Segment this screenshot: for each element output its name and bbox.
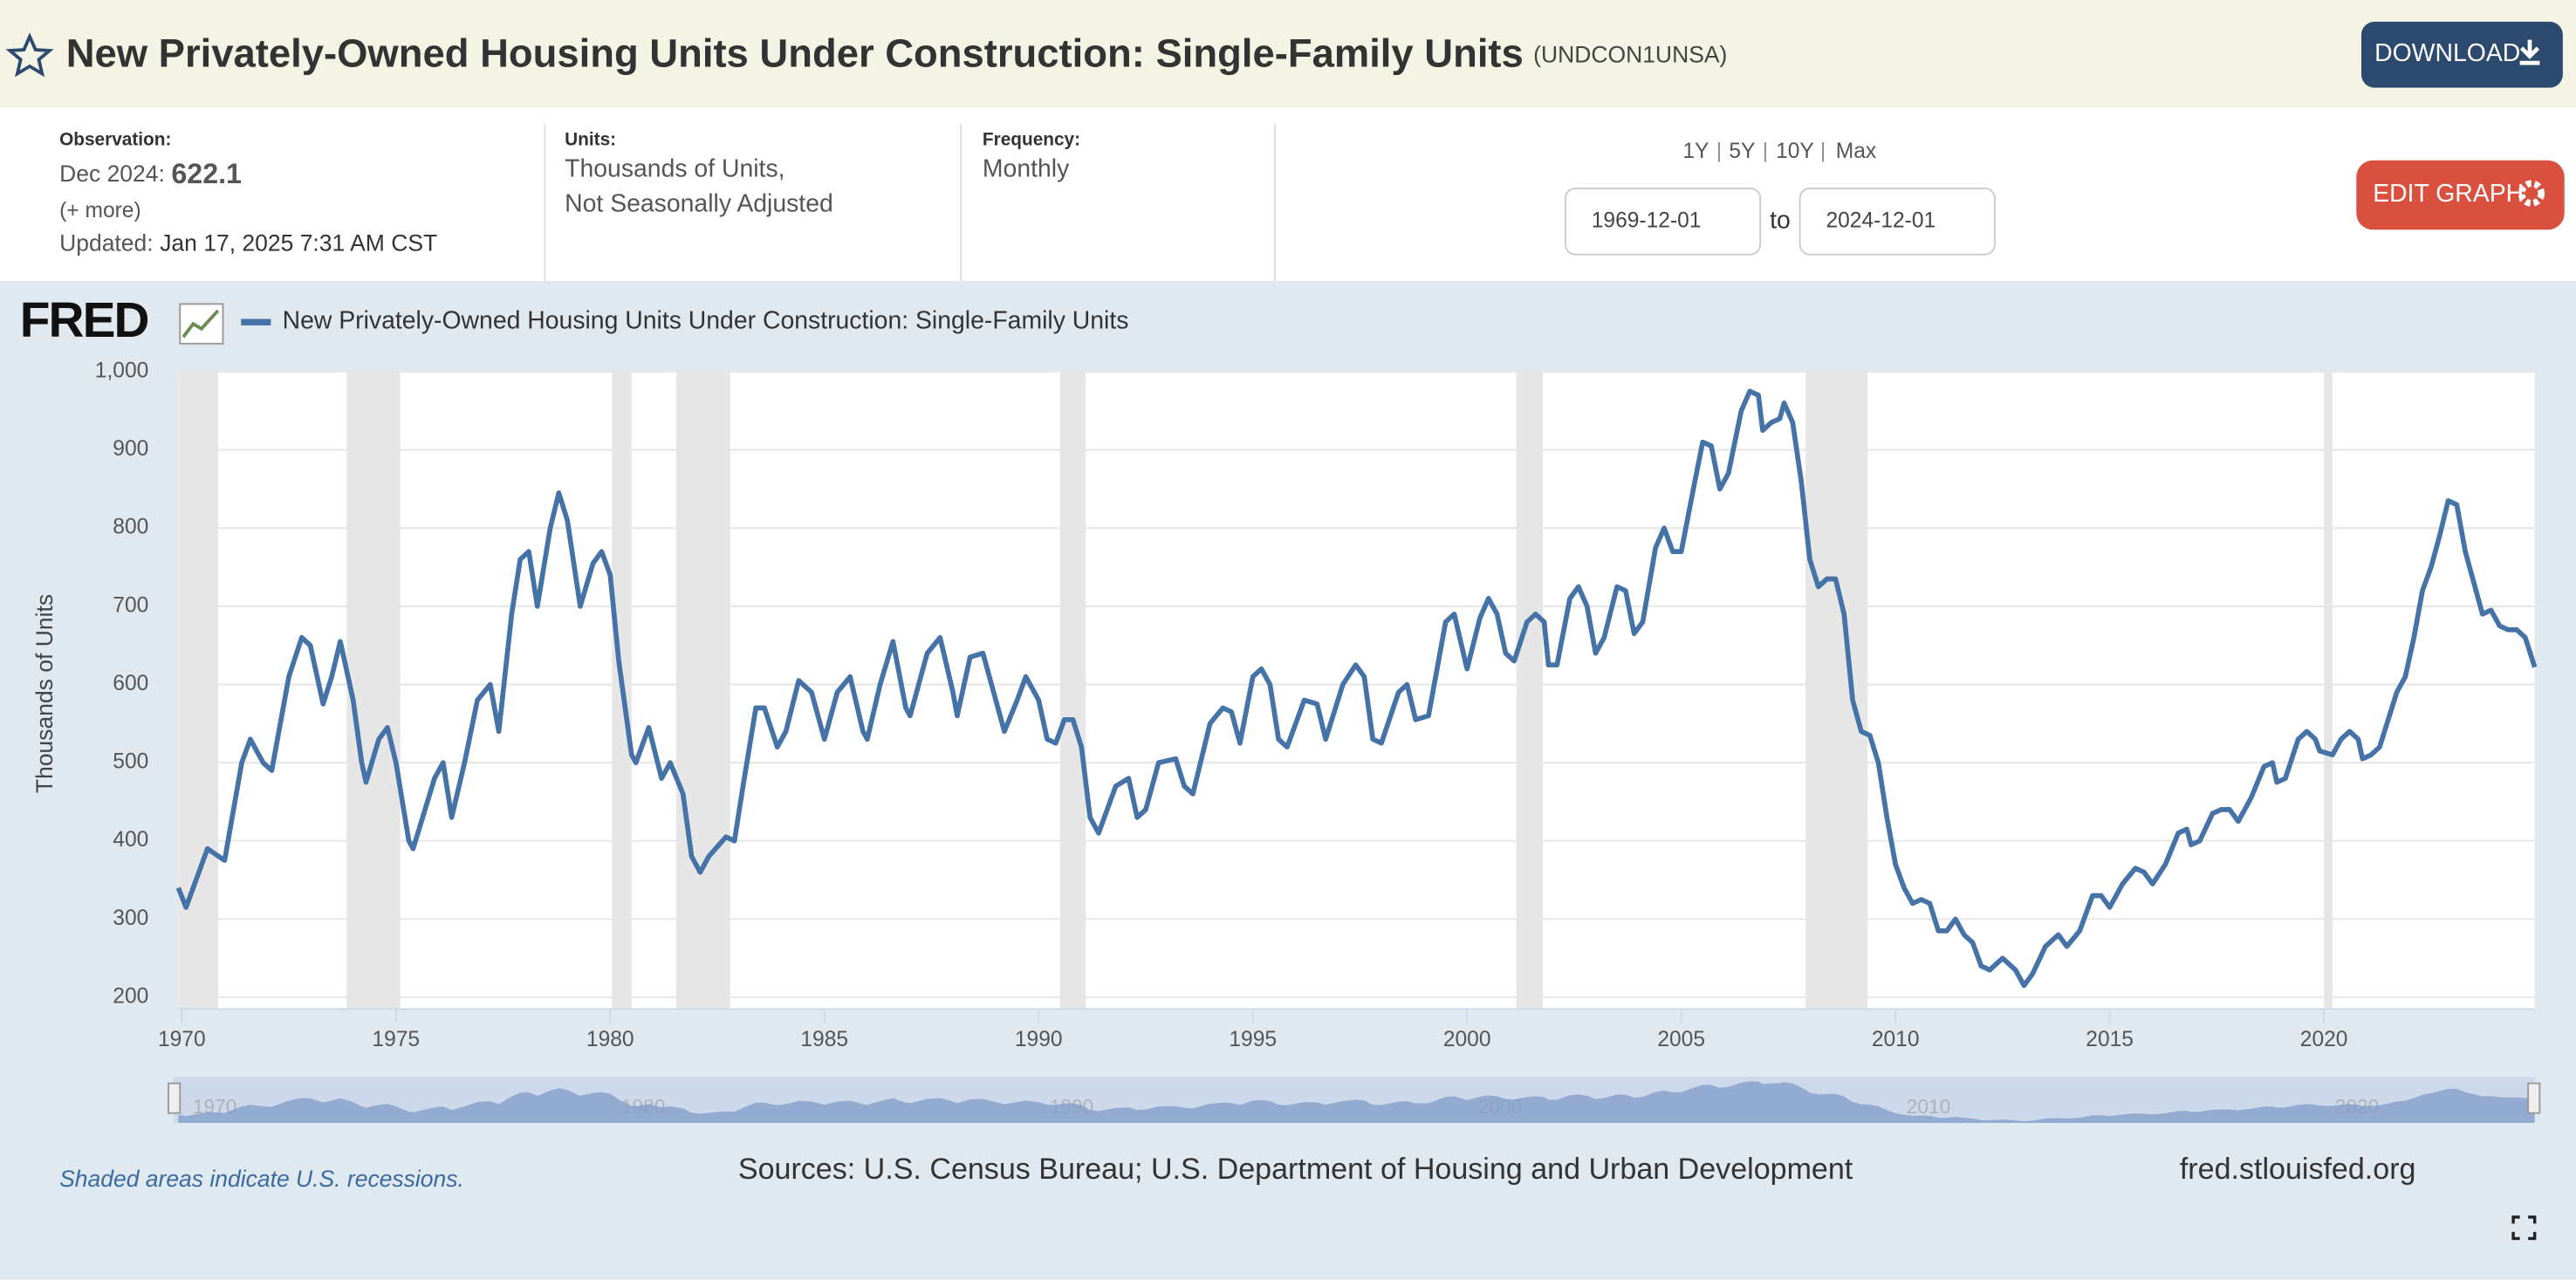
recession-note: Shaded areas indicate U.S. recessions. (59, 1166, 464, 1192)
range-button[interactable]: Max (1836, 140, 1877, 163)
x-tick-label: 2015 (2086, 1028, 2134, 1051)
updated-date: Jan 17, 2025 7:31 AM CST (160, 229, 437, 256)
site: fred.stlouisfed.org (2180, 1153, 2416, 1186)
recession-band (1059, 372, 1086, 1010)
range-button[interactable]: 1Y (1682, 140, 1709, 163)
x-tick-label: 1985 (800, 1028, 848, 1051)
observation-date: Dec 2024: (59, 161, 165, 187)
y-tick-label: 300 (113, 907, 148, 930)
plot-area (178, 372, 2535, 1010)
plot: 200 300 400 500 600 700 800 900 1,000 1970 1975 198… (31, 359, 2538, 1051)
download-button[interactable]: DOWNLOAD (2361, 21, 2563, 88)
recession-band (2324, 372, 2333, 1010)
y-tick-label: 500 (113, 750, 148, 774)
edit-bg[interactable] (2356, 160, 2565, 230)
start-date-input[interactable] (1564, 188, 1762, 256)
updated-label: Updated: (59, 229, 153, 256)
y-tick-label: 400 (113, 828, 148, 852)
series-title: New Privately-Owned Housing Units Under … (66, 31, 1728, 76)
x-tick-label: 1995 (1229, 1028, 1277, 1051)
units-label: Units: (565, 130, 616, 150)
observation: Dec 2024: 622.1 (59, 157, 242, 188)
header-band (0, 0, 2576, 108)
x-tick-label: 1990 (1015, 1028, 1063, 1051)
updated: Updated: Jan 17, 2025 7:31 AM CST (59, 229, 437, 256)
info-band (0, 107, 2576, 281)
start-date[interactable]: 1969-12-01 (1592, 209, 1702, 232)
y-tick-label: 800 (113, 516, 148, 539)
recession-band (675, 372, 730, 1010)
x-tick-label: 2005 (1657, 1028, 1705, 1051)
x-tick-label: 1970 (158, 1028, 206, 1051)
units: Not Seasonally Adjusted (565, 189, 833, 217)
observation-value: 622.1 (171, 157, 241, 188)
navigator-handle[interactable] (2527, 1082, 2541, 1114)
range-separators (1717, 141, 1825, 162)
title: New Privately-Owned Housing Units Under … (66, 31, 1524, 76)
more-link[interactable]: (+ more) (59, 199, 141, 222)
download-label[interactable]: DOWNLOAD (2374, 39, 2520, 67)
legend-label: New Privately-Owned Housing Units Under … (283, 307, 1129, 335)
source: Sources: U.S. Census Bureau; U.S. Depart… (738, 1153, 1853, 1186)
y-tick-label: 700 (113, 593, 148, 617)
recession-band (1516, 372, 1544, 1010)
end-date-input[interactable] (1798, 188, 1996, 256)
end-date[interactable]: 2024-12-01 (1826, 209, 1935, 232)
units: Thousands of Units, (565, 155, 784, 183)
navigator-series: 197019801990200020102020 (178, 1081, 2535, 1123)
y-tick-label: 900 (113, 437, 148, 461)
series-line (175, 388, 2538, 989)
x-tick-label: 2020 (2300, 1028, 2348, 1051)
logo-icon-line (182, 309, 220, 339)
range-button[interactable]: 10Y (1776, 140, 1814, 163)
edit-graph-button[interactable]: EDIT GRAPH (2356, 160, 2565, 230)
y-tick-label: 200 (113, 984, 148, 1008)
y-tick-label: 600 (113, 672, 148, 695)
fullscreen-icon[interactable] (2511, 1215, 2537, 1241)
x-tick-label: 1975 (372, 1028, 420, 1051)
frequency-label: Frequency: (983, 130, 1080, 150)
navigator-handle[interactable] (168, 1082, 182, 1114)
frequency: Monthly (983, 155, 1070, 183)
x-tick-label: 2000 (1443, 1028, 1491, 1051)
download-icon[interactable] (2519, 39, 2540, 65)
to-label: to (1770, 206, 1791, 234)
y-tick-label: 1,000 (95, 359, 149, 383)
download-bg[interactable] (2361, 21, 2563, 88)
range-button[interactable]: 5Y (1729, 140, 1755, 163)
y-axis-title: Thousands of Units (31, 594, 58, 793)
series-id: (UNDCON1UNSA) (1533, 42, 1727, 68)
recession-band (346, 372, 401, 1010)
navigator-label: 2010 (1907, 1095, 1950, 1118)
edit-label[interactable]: EDIT GRAPH (2373, 180, 2524, 208)
fred-logo: FRED (20, 293, 148, 348)
observation-label: Observation: (59, 130, 171, 150)
gear-icon[interactable] (2518, 180, 2545, 207)
navigator-area (178, 1081, 2535, 1123)
x-tick-label: 1980 (586, 1028, 634, 1051)
x-tick-label: 2010 (1872, 1028, 1920, 1051)
recession-band (1805, 372, 1868, 1010)
favorite-star[interactable] (5, 32, 54, 78)
recession-band (178, 372, 219, 1010)
